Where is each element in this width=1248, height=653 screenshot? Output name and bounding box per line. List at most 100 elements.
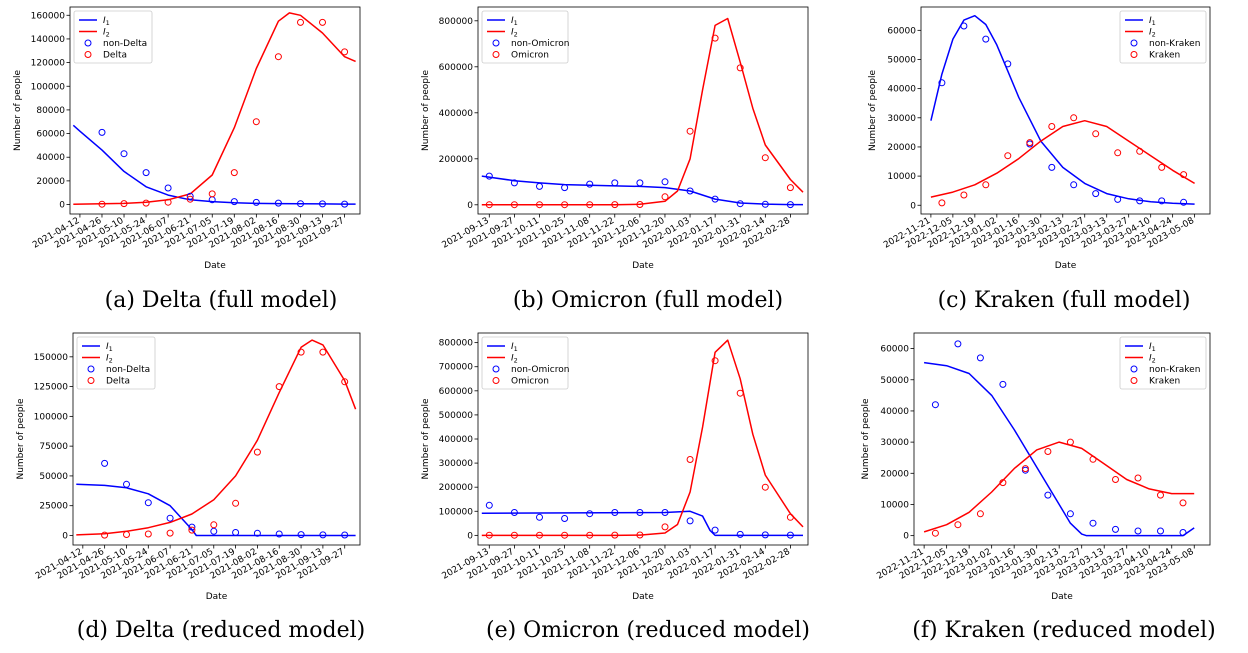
variant-point <box>297 348 305 356</box>
non-variant-point <box>982 35 990 43</box>
non-variant-point <box>761 200 769 208</box>
variant-point <box>711 34 719 42</box>
chart-c: 01000020000300004000050000600002022-11-2… <box>868 6 1211 313</box>
variant-point <box>208 190 216 198</box>
variant-point <box>736 64 744 72</box>
non-variant-point <box>341 200 349 208</box>
variant-point <box>186 195 194 203</box>
variant-point <box>166 529 174 537</box>
non-variant-point <box>686 187 694 195</box>
non-variant-point <box>98 128 106 136</box>
y-tick-label: 120000 <box>31 59 66 69</box>
non-variant-point <box>736 530 744 538</box>
legend-box <box>1119 336 1207 390</box>
y-tick-label: 400000 <box>439 109 474 119</box>
variant-point <box>188 526 196 534</box>
non-variant-point <box>586 510 594 518</box>
y-axis-label: Number of people <box>421 398 431 480</box>
non-variant-point <box>188 523 196 531</box>
non-variant-point <box>1112 525 1119 533</box>
non-variant-point <box>232 529 240 536</box>
non-variant-point <box>536 513 543 521</box>
y-tick-label: 40000 <box>880 407 909 417</box>
legend-variant-swatch <box>1130 377 1138 384</box>
variant-point <box>561 201 569 209</box>
variant-point <box>123 531 130 538</box>
variant-point <box>297 18 304 26</box>
non-variant-point <box>931 401 939 409</box>
legend-non-variant-swatch <box>1130 39 1138 47</box>
y-tick-label: 10000 <box>887 172 916 182</box>
panel-caption: (e) Omicron (reduced model) <box>486 618 810 643</box>
legend-i2-label: I2 <box>106 354 113 365</box>
legend-variant-swatch <box>1130 51 1138 58</box>
y-tick-label: 700000 <box>439 363 474 373</box>
legend-variant-swatch <box>84 51 92 58</box>
variant-point <box>1158 163 1166 171</box>
variant-point <box>341 378 349 386</box>
legend-variant-swatch <box>492 377 500 384</box>
y-tick-label: 300000 <box>439 459 474 469</box>
panel-caption: (a) Delta (full model) <box>105 288 338 313</box>
variant-point <box>485 531 493 539</box>
i1-curve <box>76 483 356 537</box>
variant-point <box>561 531 569 539</box>
panel-caption: (c) Kraken (full model) <box>938 288 1191 313</box>
variant-point <box>636 531 644 539</box>
plot-frame <box>913 332 1211 546</box>
legend-variant-label: Kraken <box>1149 377 1180 387</box>
non-variant-point <box>786 531 794 539</box>
legend-box <box>1119 10 1207 64</box>
x-axis-label: Date <box>632 261 654 271</box>
non-variant-point <box>636 509 644 516</box>
panel-caption: (d) Delta (reduced model) <box>77 618 366 643</box>
variant-point <box>144 530 152 538</box>
variant-point <box>1114 149 1122 157</box>
legend-variant-label: Delta <box>106 377 130 387</box>
x-axis-label: Date <box>204 261 226 271</box>
variant-point <box>938 199 946 207</box>
y-tick-label: 30000 <box>880 438 909 448</box>
legend-non-variant-label: non-Kraken <box>1149 39 1200 49</box>
y-tick-label: 60000 <box>36 130 65 140</box>
legend-box <box>481 336 569 390</box>
i1-curve <box>481 175 803 206</box>
variant-point <box>1179 499 1187 507</box>
non-variant-point <box>230 198 238 206</box>
y-tick-label: 25000 <box>39 502 68 512</box>
i1-curve <box>481 510 803 537</box>
non-variant-point <box>1066 510 1074 518</box>
variant-point <box>164 198 172 206</box>
legend-i1-label: I1 <box>106 342 113 353</box>
y-tick-label: 80000 <box>36 106 65 116</box>
non-variant-point <box>976 354 984 362</box>
variant-point <box>960 191 968 199</box>
variant-point <box>485 201 493 209</box>
variant-point <box>976 510 984 518</box>
x-axis-label: Date <box>206 592 228 602</box>
legend-non-variant-label: non-Delta <box>103 39 147 49</box>
non-variant-point <box>101 459 109 467</box>
i1-curve <box>923 361 1195 537</box>
variant-point <box>1021 465 1029 473</box>
i2-curve <box>73 12 356 205</box>
variant-point <box>341 48 349 56</box>
legend-variant-label: Kraken <box>1149 51 1180 61</box>
legend-variant-label: Omicron <box>511 51 549 61</box>
chart-d: 02500050000750001000001250001500002021-0… <box>16 332 366 643</box>
non-variant-point <box>164 184 172 192</box>
variant-point <box>101 531 109 539</box>
chart-e: 0 100000 200000 300000 400000 500000 600000 700… <box>421 332 810 643</box>
non-variant-point <box>252 198 260 206</box>
non-variant-point <box>1157 527 1164 535</box>
variant-point <box>954 521 962 529</box>
plot-frame <box>920 6 1211 215</box>
i2-curve <box>481 339 804 537</box>
y-tick-label: 75000 <box>39 442 68 452</box>
non-variant-point <box>210 527 218 535</box>
non-variant-point <box>1179 529 1187 536</box>
variant-point <box>1089 455 1097 463</box>
chart-b: 02000004000006000008000002021-09-132021-… <box>421 6 809 313</box>
y-tick-label: 400000 <box>439 435 474 445</box>
